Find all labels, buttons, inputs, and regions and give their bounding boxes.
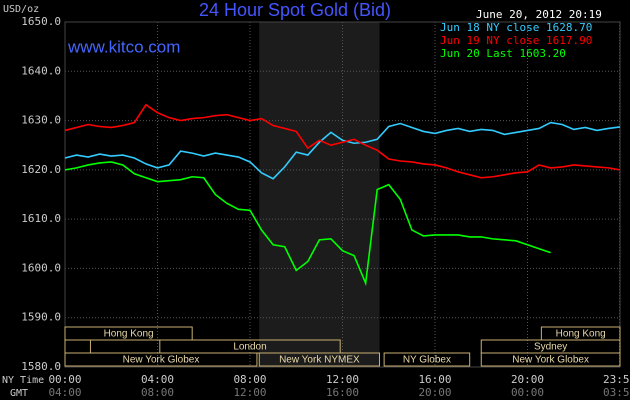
gmt-tick-label: 00:00 xyxy=(511,386,544,399)
x-tick-label: 12:00 xyxy=(326,373,359,386)
gmt-tick-label: 12:00 xyxy=(233,386,266,399)
legend-entry: Jun 18 NY close 1628.70 xyxy=(440,21,592,34)
session-box xyxy=(64,352,258,367)
x-tick-label: 16:00 xyxy=(418,373,451,386)
session-box xyxy=(480,352,621,367)
y-tick-label: 1580.0 xyxy=(21,360,61,373)
x-tick-label: 00:00 xyxy=(48,373,81,386)
session-label: New York NYMEX xyxy=(279,355,360,366)
plot-frame xyxy=(64,21,621,368)
gmt-tick-label: 20:00 xyxy=(418,386,451,399)
y-axis-label: USD/oz xyxy=(3,4,39,15)
session-label: London xyxy=(233,342,266,353)
gmt-row-label: GMT xyxy=(10,388,28,399)
session-box xyxy=(64,326,193,341)
session-label: New York Globex xyxy=(512,355,589,366)
x-row-label: NY Time xyxy=(2,375,44,386)
x-tick-label: 23:59 xyxy=(603,373,630,386)
legend-entry: Jun 19 NY close 1617.90 xyxy=(440,34,592,47)
gmt-tick-label: 04:00 xyxy=(48,386,81,399)
y-tick-label: 1620.0 xyxy=(21,163,61,176)
session-box xyxy=(258,352,380,367)
y-tick-label: 1640.0 xyxy=(21,64,61,77)
highlight-band xyxy=(259,22,380,367)
y-tick-label: 1610.0 xyxy=(21,212,61,225)
x-tick-label: 08:00 xyxy=(233,373,266,386)
gmt-tick-label: 16:00 xyxy=(326,386,359,399)
gmt-tick-label: 08:00 xyxy=(141,386,174,399)
chart-title: 24 Hour Spot Gold (Bid) xyxy=(199,0,391,20)
session-box xyxy=(383,352,471,367)
session-label: Sydney xyxy=(534,342,567,353)
x-tick-label: 04:00 xyxy=(141,373,174,386)
y-tick-label: 1630.0 xyxy=(21,114,61,127)
session-label: Hong Kong xyxy=(104,329,154,340)
series-line xyxy=(64,103,621,179)
y-tick-label: 1600.0 xyxy=(21,261,61,274)
series-line xyxy=(64,161,551,287)
y-tick-label: 1650.0 xyxy=(21,15,61,28)
x-tick-label: 20:00 xyxy=(511,373,544,386)
legend-entry: Jun 20 Last 1603.20 xyxy=(440,47,566,60)
watermark: www.kitco.com xyxy=(67,37,180,56)
gmt-tick-label: 03:59 xyxy=(603,386,630,399)
timestamp: June 20, 2012 20:19 xyxy=(476,8,602,21)
series-line xyxy=(64,121,621,180)
session-label: Hong Kong xyxy=(556,329,606,340)
session-label: NY Globex xyxy=(403,355,451,366)
session-label: New York Globex xyxy=(123,355,200,366)
y-tick-label: 1590.0 xyxy=(21,311,61,324)
